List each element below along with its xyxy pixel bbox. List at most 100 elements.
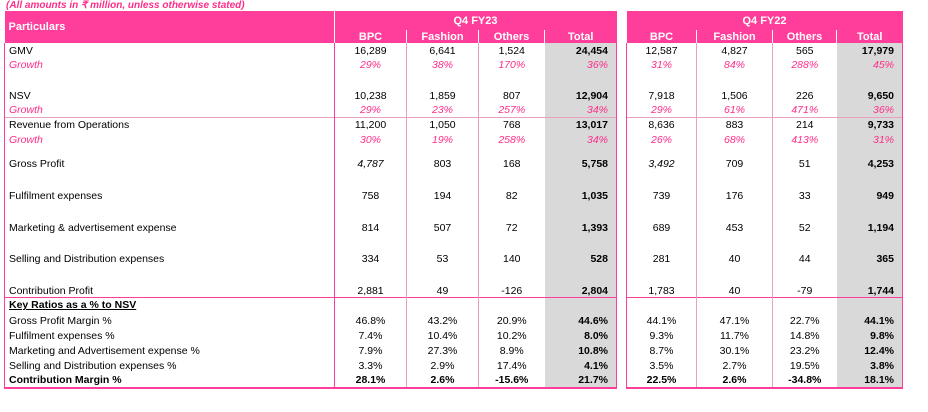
- cell: 19%: [406, 132, 479, 147]
- cell: 26%: [626, 132, 697, 147]
- cell-total: 528: [544, 243, 617, 275]
- table-row: NSV 10,238 1,859 807 12,904 7,918 1,506 …: [4, 88, 903, 103]
- row-label: Fulfilment expenses %: [4, 328, 335, 343]
- cell: 2.7%: [696, 358, 773, 373]
- cell: 2.9%: [406, 358, 479, 373]
- cell: 10,238: [334, 88, 407, 103]
- cell-total: 9.8%: [836, 328, 903, 343]
- cell: 20.9%: [478, 313, 545, 328]
- cell-total: 5,758: [544, 147, 617, 180]
- cell: 46.8%: [334, 313, 407, 328]
- cell: 453: [696, 212, 773, 243]
- cell: 2.6%: [406, 373, 479, 389]
- cell: 27.3%: [406, 343, 479, 358]
- cell: 11.7%: [696, 328, 773, 343]
- cell: 3.5%: [626, 358, 697, 373]
- cell: 17.4%: [478, 358, 545, 373]
- row-label: Growth: [4, 58, 335, 72]
- cell: 3,492: [626, 147, 697, 180]
- cell: 194: [406, 180, 479, 212]
- cell: 16,289: [334, 43, 407, 58]
- cell: 53: [406, 243, 479, 275]
- col-header-total: Total: [544, 30, 617, 43]
- cell: 44.1%: [626, 313, 697, 328]
- col-header-total: Total: [836, 30, 903, 43]
- table-row: Growth 30% 19% 258% 34% 26% 68% 413% 31%: [4, 132, 903, 147]
- col-header-others: Others: [478, 30, 545, 43]
- cell: 51: [772, 147, 837, 180]
- col-header-fashion: Fashion: [696, 30, 773, 43]
- cell: 49: [406, 275, 479, 297]
- particulars-header: Particulars: [4, 11, 335, 43]
- row-label: Growth: [4, 132, 335, 147]
- table-row: Gross Profit Margin % 46.8% 43.2% 20.9% …: [4, 313, 903, 328]
- cell: 471%: [772, 103, 837, 117]
- cell-total: 12,904: [544, 88, 617, 103]
- cell: 8.7%: [626, 343, 697, 358]
- ratios-title: Key Ratios as a % to NSV: [4, 296, 335, 313]
- cell: 226: [772, 88, 837, 103]
- cell: 739: [626, 180, 697, 212]
- cell: 31%: [626, 58, 697, 72]
- cell: 10.2%: [478, 328, 545, 343]
- cell: 1,506: [696, 88, 773, 103]
- cell: 3.3%: [334, 358, 407, 373]
- cell: 38%: [406, 58, 479, 72]
- table-row: Contribution Margin % 28.1% 2.6% -15.6% …: [4, 373, 903, 389]
- row-label: NSV: [4, 88, 335, 103]
- cell: 10.4%: [406, 328, 479, 343]
- cell-total: 949: [836, 180, 903, 212]
- cell-total: 17,979: [836, 43, 903, 58]
- table-row: Fulfilment expenses % 7.4% 10.4% 10.2% 8…: [4, 328, 903, 343]
- cell: 28.1%: [334, 373, 407, 389]
- cell-total: 9,733: [836, 116, 903, 132]
- cell: 334: [334, 243, 407, 275]
- cell-total: 10.8%: [544, 343, 617, 358]
- cell-total: 8.0%: [544, 328, 617, 343]
- cell: 689: [626, 212, 697, 243]
- row-label: Growth: [4, 103, 335, 117]
- cell-total: 44.6%: [544, 313, 617, 328]
- cell: 4,787: [334, 147, 407, 180]
- cell-total: 3.8%: [836, 358, 903, 373]
- cell: 413%: [772, 132, 837, 147]
- cell: -79: [772, 275, 837, 297]
- cell: 14.8%: [772, 328, 837, 343]
- cell: 22.5%: [626, 373, 697, 389]
- cell: 709: [696, 147, 773, 180]
- col-header-fashion: Fashion: [406, 30, 479, 43]
- cell: 1,050: [406, 116, 479, 132]
- cell: 288%: [772, 58, 837, 72]
- cell-total: 1,035: [544, 180, 617, 212]
- col-header-bpc: BPC: [334, 30, 407, 43]
- cell: 29%: [334, 58, 407, 72]
- cell: 814: [334, 212, 407, 243]
- cell: 1,783: [626, 275, 697, 297]
- cell: 19.5%: [772, 358, 837, 373]
- cell-total: 31%: [836, 132, 903, 147]
- cell: 29%: [334, 103, 407, 117]
- cell: 803: [406, 147, 479, 180]
- cell-total: 365: [836, 243, 903, 275]
- cell: 12,587: [626, 43, 697, 58]
- cell: 2.6%: [696, 373, 773, 389]
- table-row: Marketing and Advertisement expense % 7.…: [4, 343, 903, 358]
- cell-total: 36%: [836, 103, 903, 117]
- cell: 168: [478, 147, 545, 180]
- row-label: Marketing & advertisement expense: [4, 212, 335, 243]
- cell: 768: [478, 116, 545, 132]
- cell: 507: [406, 212, 479, 243]
- table-row: Selling and Distribution expenses % 3.3%…: [4, 358, 903, 373]
- cell: 258%: [478, 132, 545, 147]
- cell: 23%: [406, 103, 479, 117]
- cell: 84%: [696, 58, 773, 72]
- cell: 40: [696, 275, 773, 297]
- cell: 1,524: [478, 43, 545, 58]
- row-label: Selling and Distribution expenses %: [4, 358, 335, 373]
- cell-total: 4,253: [836, 147, 903, 180]
- col-header-others: Others: [772, 30, 837, 43]
- table-row: Marketing & advertisement expense 814 50…: [4, 212, 903, 243]
- table-row: Gross Profit 4,787 803 168 5,758 3,492 7…: [4, 147, 903, 180]
- row-label: Fulfilment expenses: [4, 180, 335, 212]
- cell: 758: [334, 180, 407, 212]
